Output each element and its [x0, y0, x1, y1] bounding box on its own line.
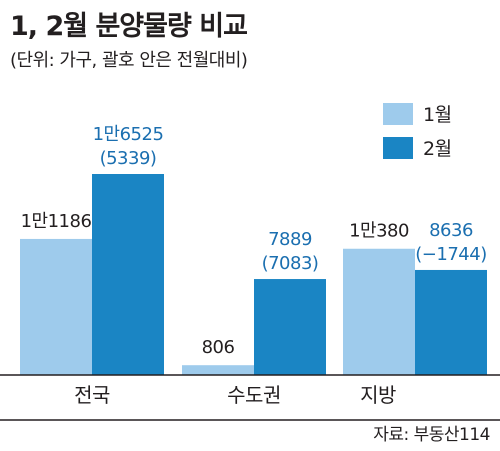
category-label-2: 지방 — [360, 383, 396, 407]
value-label-jan-0: 1만1186 — [21, 211, 92, 232]
value-label-feb-2: 8636 — [429, 220, 473, 241]
category-label-1: 수도권 — [227, 383, 281, 407]
change-label-feb-2: (−1744) — [415, 244, 486, 265]
source-note: 자료: 부동산114 — [373, 425, 490, 445]
bar-jan-1 — [182, 365, 254, 375]
change-label-feb-1: (7083) — [262, 253, 319, 274]
value-label-feb-0: 1만6525 — [93, 124, 164, 145]
bar-feb-0 — [92, 174, 164, 375]
bar-jan-2 — [343, 248, 415, 375]
change-label-feb-0: (5339) — [100, 148, 157, 169]
bar-jan-0 — [20, 238, 92, 375]
value-label-feb-1: 7889 — [268, 229, 312, 250]
legend-label-feb: 2월 — [423, 138, 452, 160]
bar-feb-1 — [254, 279, 326, 375]
bar-feb-2 — [415, 269, 487, 375]
legend-swatch-feb — [383, 137, 413, 159]
legend-swatch-jan — [383, 103, 413, 125]
legend-label-jan: 1월 — [423, 104, 452, 126]
category-label-0: 전국 — [74, 383, 110, 407]
value-label-jan-1: 806 — [202, 337, 235, 358]
value-label-jan-2: 1만380 — [349, 221, 409, 242]
chart-title: 1, 2월 분양물량 비교 — [10, 11, 248, 42]
chart-subtitle: (단위: 가구, 괄호 안은 전월대비) — [10, 50, 248, 71]
